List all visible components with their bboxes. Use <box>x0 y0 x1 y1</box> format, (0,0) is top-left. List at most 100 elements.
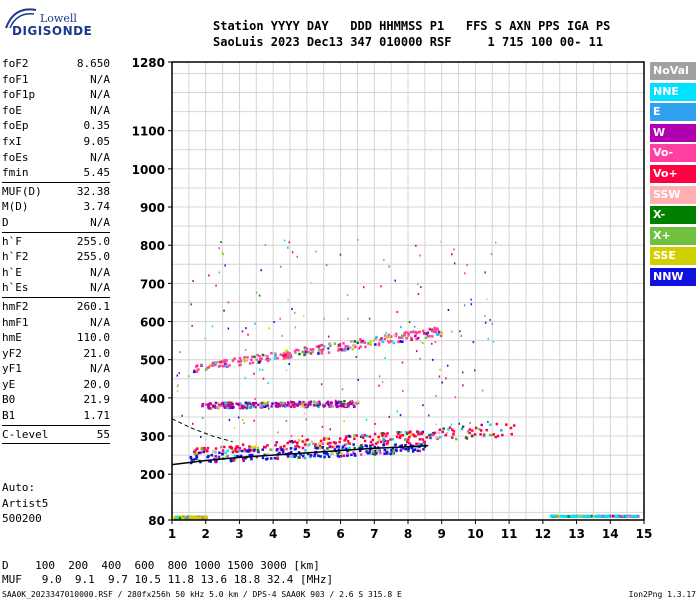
echo-point <box>235 446 238 450</box>
noise-point <box>179 351 181 354</box>
echo-point <box>432 329 435 333</box>
noise-point <box>190 303 192 306</box>
echo-point <box>350 340 353 343</box>
echo-point <box>381 340 385 343</box>
echo-point <box>290 439 293 443</box>
echo-point <box>297 348 300 352</box>
param-row: foF2 8.650 <box>2 56 110 72</box>
echo-point <box>352 344 355 347</box>
param-value: N/A <box>90 215 110 229</box>
echo-point <box>189 456 193 460</box>
echo-point <box>298 438 301 442</box>
echo-point <box>432 433 435 436</box>
echo-point <box>323 452 327 456</box>
echo-point <box>299 453 302 456</box>
echo-point <box>423 332 426 335</box>
echo-point <box>178 516 181 520</box>
echo-point <box>575 515 579 518</box>
noise-point <box>396 311 398 314</box>
echo-point <box>282 357 286 360</box>
noise-point <box>401 361 404 364</box>
echo-point <box>321 348 324 352</box>
echo-point <box>404 447 408 451</box>
echo-point <box>390 339 393 343</box>
echo-point <box>337 451 341 454</box>
echo-point <box>245 406 248 410</box>
noise-point <box>486 298 488 301</box>
echo-point <box>195 370 199 373</box>
echo-point <box>226 449 229 452</box>
echo-point <box>266 359 270 363</box>
param-separator <box>2 296 110 298</box>
echo-point <box>337 445 341 448</box>
echo-point <box>417 432 421 436</box>
echo-point <box>260 357 263 360</box>
echo-point <box>323 455 326 459</box>
noise-point <box>380 285 382 288</box>
noise-point <box>439 368 441 371</box>
echo-point <box>331 445 334 449</box>
echo-point <box>354 345 357 349</box>
echo-point <box>214 460 217 464</box>
echo-point <box>207 454 210 458</box>
echo-point <box>395 435 399 438</box>
echo-point <box>292 401 295 404</box>
echo-point <box>313 452 317 456</box>
noise-point <box>288 241 291 244</box>
noise-point <box>201 417 204 420</box>
echo-point <box>343 347 347 351</box>
echo-point <box>217 455 221 459</box>
echo-point <box>359 435 363 438</box>
param-row: hmF1 N/A <box>2 315 110 331</box>
echo-point <box>285 404 288 407</box>
trace-lines <box>171 418 429 466</box>
echo-point <box>191 516 194 520</box>
noise-point <box>466 264 468 267</box>
echo-point <box>421 438 424 441</box>
x-tick-label: 4 <box>269 527 277 541</box>
echo-point <box>290 455 294 458</box>
echo-point <box>627 514 631 518</box>
echo-point <box>369 340 372 343</box>
echo-point <box>238 356 242 360</box>
echo-point <box>410 336 413 340</box>
echo-point <box>285 356 289 359</box>
noise-point <box>260 269 262 272</box>
echo-point <box>333 448 337 451</box>
noise-point <box>343 420 345 423</box>
noise-point <box>285 419 288 422</box>
echo-point <box>212 450 216 453</box>
echo-point <box>219 404 222 407</box>
echo-point <box>327 351 331 354</box>
echo-point <box>287 404 291 408</box>
param-value: N/A <box>90 315 110 329</box>
noise-point <box>384 356 386 359</box>
echo-point <box>313 454 316 458</box>
echo-point <box>254 401 257 405</box>
echo-point <box>510 432 514 436</box>
echo-point <box>382 443 386 446</box>
noise-point <box>422 342 424 345</box>
echo-point <box>632 515 635 518</box>
echo-point <box>261 405 264 408</box>
echo-point <box>445 431 449 435</box>
param-row: yE 20.0 <box>2 377 110 393</box>
echo-point <box>237 403 240 406</box>
noise-point <box>303 412 306 415</box>
echo-point <box>311 350 314 354</box>
echo-point <box>447 428 450 431</box>
echo-point <box>184 516 187 520</box>
x-tick-label: 5 <box>303 527 311 541</box>
echo-point <box>301 440 305 443</box>
noise-point <box>283 239 286 242</box>
echo-point <box>367 342 370 345</box>
echo-point <box>312 442 315 446</box>
echo-point <box>203 447 206 450</box>
noise-point <box>296 255 298 258</box>
param-name: foE <box>2 103 22 117</box>
echo-point <box>293 402 297 406</box>
noise-point <box>453 248 455 251</box>
noise-point <box>388 415 391 418</box>
echo-point <box>482 434 486 438</box>
echo-point <box>426 335 430 338</box>
